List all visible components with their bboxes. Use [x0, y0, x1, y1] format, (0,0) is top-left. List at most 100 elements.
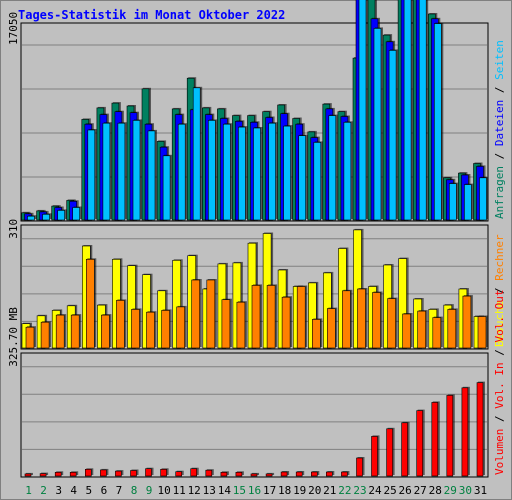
requests-bar-seiten-day-24 [373, 28, 382, 221]
visits-bar-rechner-day-11 [176, 306, 185, 349]
day-label-2: 2 [40, 484, 47, 497]
legend-separator: / [493, 146, 506, 166]
requests-bar-seiten-day-10 [162, 155, 171, 221]
day-label-15: 15 [233, 484, 246, 497]
legend-volout: Vol. Out [493, 290, 506, 343]
requests-bar-seiten-day-11 [177, 123, 186, 221]
visits-bar-rechner-day-6 [101, 314, 110, 349]
volume-bar-volumen-day-16 [250, 473, 258, 477]
day-label-25: 25 [383, 484, 396, 497]
volume-bar-volumen-day-17 [265, 473, 273, 477]
visits-bar-rechner-day-27 [417, 310, 427, 349]
volume-plot-area [20, 352, 489, 478]
legend-volumen: Volumen [493, 429, 506, 475]
volume-scale-label: 325.70 MB [7, 307, 20, 367]
requests-bar-seiten-day-20 [313, 142, 322, 221]
requests-bar-seiten-day-13 [208, 120, 216, 221]
day-label-4: 4 [70, 484, 77, 497]
day-label-16: 16 [248, 484, 261, 497]
legend-anfragen: Anfragen [493, 166, 506, 219]
day-label-6: 6 [101, 484, 108, 497]
visits-bar-rechner-day-12 [191, 279, 200, 349]
legend-besuche: Besuche [493, 301, 506, 347]
volume-bar-volumen-day-5 [85, 468, 92, 477]
visits-bar-rechner-day-15 [236, 301, 246, 349]
visits-bar-rechner-day-10 [161, 310, 170, 349]
day-label-12: 12 [188, 484, 201, 497]
visits-bar-rechner-day-9 [146, 311, 155, 349]
volume-bar-volumen-day-2 [39, 473, 47, 477]
volume-bar-volumen-day-12 [190, 468, 197, 477]
visits-bar-rechner-day-3 [55, 314, 65, 349]
volume-bar-volumen-day-8 [130, 470, 137, 477]
volume-bar-volumen-day-20 [310, 471, 318, 477]
day-label-5: 5 [85, 484, 92, 497]
requests-bar-seiten-day-31 [479, 177, 487, 221]
volume-bar-volumen-day-27 [416, 410, 424, 477]
legend-separator: / [493, 409, 506, 429]
visits-bar-rechner-day-21 [326, 308, 336, 349]
requests-bar-seiten-day-17 [268, 122, 276, 221]
volume-bar-volumen-day-7 [115, 470, 122, 477]
visits-bar-rechner-day-29 [447, 309, 457, 349]
visits-bar-rechner-day-4 [70, 314, 80, 349]
visits-bar-rechner-day-28 [432, 317, 442, 349]
requests-bar-seiten-day-21 [328, 115, 337, 221]
legend-seiten: Seiten [493, 40, 506, 80]
volume-bar-volumen-day-4 [69, 471, 77, 477]
requests-panel: 17050 [7, 0, 489, 222]
visits-bar-rechner-day-18 [281, 296, 291, 349]
day-label-14: 14 [218, 484, 232, 497]
requests-bar-seiten-day-15 [238, 126, 246, 221]
requests-bar-seiten-day-1 [27, 215, 35, 221]
requests-bar-seiten-day-6 [102, 122, 111, 221]
volume-bar-volumen-day-18 [280, 471, 288, 477]
visits-bar-rechner-day-30 [462, 295, 472, 349]
requests-bar-seiten-day-23 [358, 0, 367, 221]
visits-bar-rechner-day-26 [402, 313, 411, 349]
volume-bar-volumen-day-22 [341, 471, 348, 477]
visits-bar-rechner-day-20 [311, 319, 321, 349]
visits-bar-rechner-day-14 [221, 299, 231, 349]
volume-bar-volumen-day-6 [100, 469, 107, 477]
day-label-28: 28 [429, 484, 442, 497]
volume-bar-volumen-day-29 [446, 395, 454, 477]
day-label-19: 19 [293, 484, 306, 497]
visits-bar-rechner-day-5 [86, 258, 95, 349]
requests-bar-seiten-day-18 [283, 125, 291, 221]
requests-bar-seiten-day-12 [192, 87, 201, 221]
legend-rechner: Rechner [493, 234, 506, 281]
day-label-8: 8 [131, 484, 138, 497]
volume-bar-volumen-day-15 [235, 471, 243, 477]
day-label-11: 11 [173, 484, 186, 497]
requests-bar-seiten-day-19 [298, 135, 307, 221]
legend-separator: / [493, 281, 506, 301]
volume-bar-volumen-day-3 [54, 471, 62, 477]
requests-bar-seiten-day-25 [388, 50, 397, 221]
visits-bar-rechner-day-19 [296, 286, 306, 349]
day-label-3: 3 [55, 484, 62, 497]
day-label-18: 18 [278, 484, 291, 497]
day-label-30: 30 [459, 484, 472, 497]
volume-bar-volumen-day-31 [476, 382, 484, 477]
requests-bar-seiten-day-5 [87, 129, 96, 221]
day-label-10: 10 [157, 484, 170, 497]
volume-bar-volumen-day-24 [371, 436, 378, 477]
requests-bar-seiten-day-9 [147, 130, 156, 221]
volume-bar-volumen-day-19 [295, 471, 303, 477]
volume-legend: Volumen / Vol. In / Vol. Out [493, 290, 506, 475]
day-label-20: 20 [308, 484, 321, 497]
volume-bar-volumen-day-23 [356, 457, 363, 477]
visits-scale-label: 310 [7, 219, 20, 239]
requests-scale-label: 17050 [7, 12, 20, 45]
day-label-23: 23 [353, 484, 366, 497]
day-label-1: 1 [25, 484, 32, 497]
visits-bar-rechner-day-22 [342, 290, 351, 349]
requests-bar-seiten-day-28 [433, 23, 442, 221]
volume-bar-volumen-day-28 [431, 402, 439, 477]
volume-bar-volumen-day-11 [175, 471, 182, 477]
volume-bar-volumen-day-13 [205, 469, 213, 477]
chart-title: Tages-Statistik im Monat Oktober 2022 [18, 8, 285, 22]
requests-bar-seiten-day-22 [343, 122, 352, 221]
visits-bar-rechner-day-25 [387, 298, 396, 349]
